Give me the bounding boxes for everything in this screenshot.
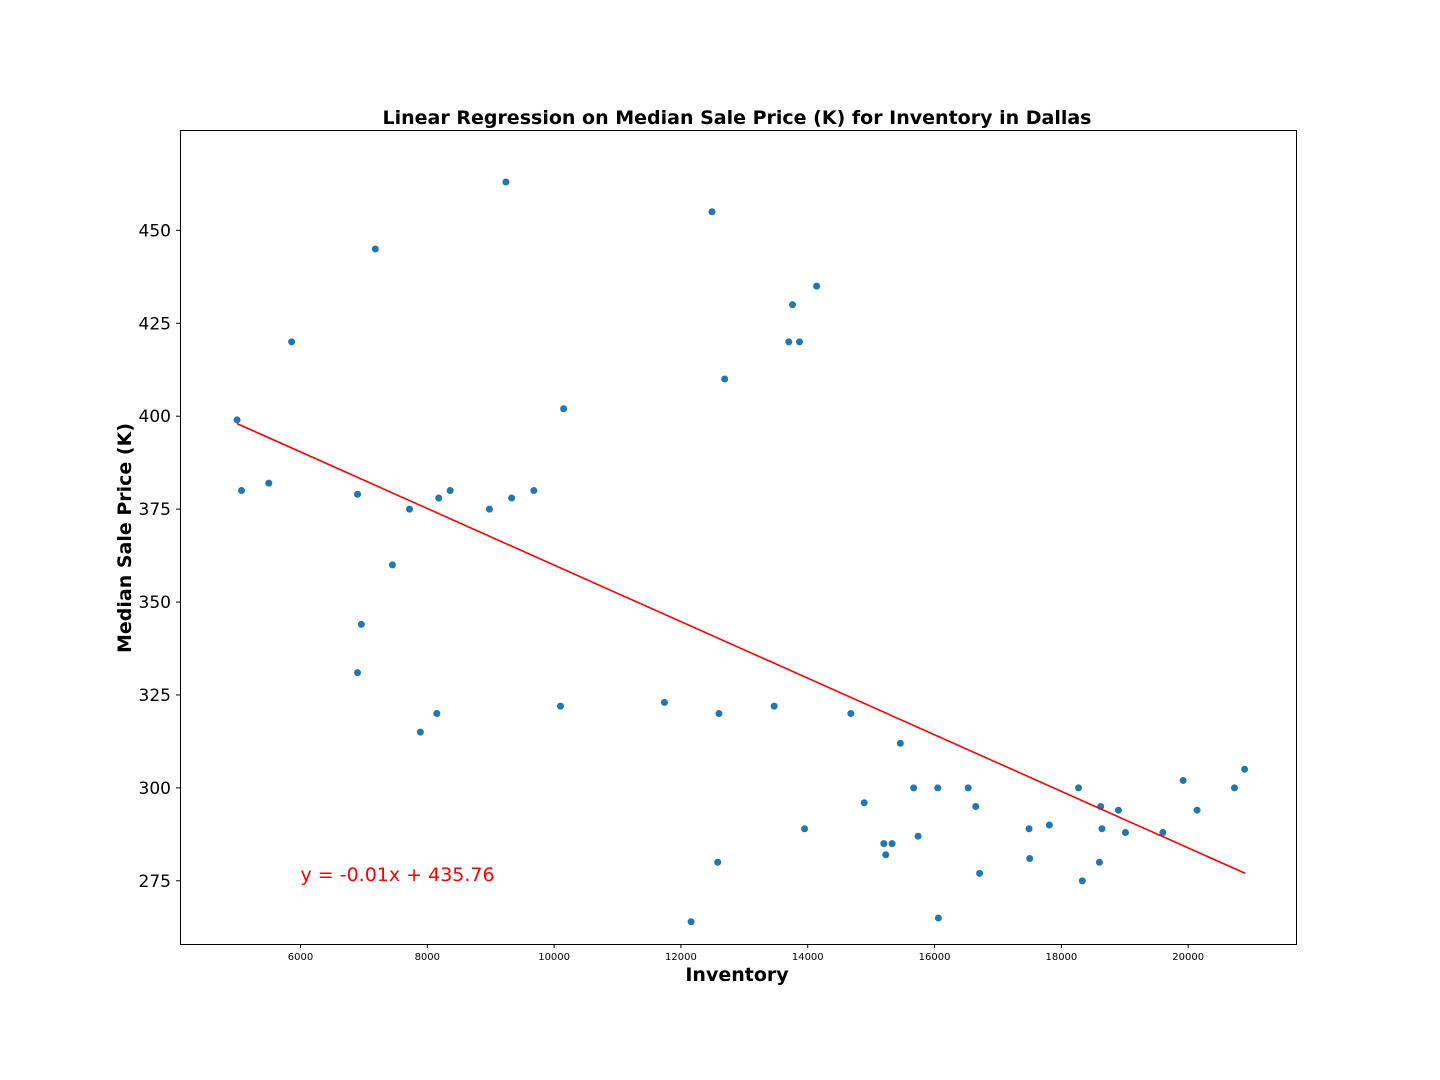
y-tick-label: 450	[139, 221, 171, 241]
scatter-points	[233, 178, 1249, 926]
scatter-point	[813, 282, 821, 290]
scatter-point	[1114, 806, 1122, 814]
scatter-point	[708, 208, 716, 216]
scatter-point	[416, 728, 424, 736]
scatter-point	[435, 494, 443, 502]
scatter-point	[485, 505, 493, 513]
y-tick-label: 325	[139, 686, 171, 706]
x-tick-label: 14000	[792, 952, 824, 963]
scatter-point	[976, 869, 984, 877]
y-tick-label: 300	[139, 779, 171, 799]
scatter-point	[801, 825, 809, 833]
x-tick-label: 18000	[1045, 952, 1077, 963]
y-tick-label: 425	[139, 314, 171, 334]
scatter-point	[288, 338, 296, 346]
scatter-point	[1121, 828, 1129, 836]
scatter-point	[1025, 825, 1033, 833]
scatter-point	[934, 784, 942, 792]
scatter-point	[357, 620, 365, 628]
scatter-point	[660, 698, 668, 706]
scatter-point	[880, 840, 888, 848]
scatter-point	[1230, 784, 1238, 792]
scatter-point	[508, 494, 516, 502]
scatter-point	[847, 710, 855, 718]
scatter-point	[714, 858, 722, 866]
scatter-point	[530, 487, 538, 495]
scatter-point	[910, 784, 918, 792]
x-tick-label: 12000	[665, 952, 697, 963]
y-tick-label: 275	[139, 872, 171, 892]
scatter-point	[265, 479, 273, 487]
regression-equation-annotation: y = -0.01x + 435.76	[300, 864, 494, 886]
y-tick-label: 400	[139, 407, 171, 427]
scatter-point	[560, 405, 568, 413]
scatter-point	[796, 338, 804, 346]
scatter-point	[896, 739, 904, 747]
scatter-point	[502, 178, 510, 186]
scatter-point	[789, 301, 797, 309]
scatter-point	[882, 851, 890, 859]
scatter-point	[433, 710, 441, 718]
y-axis-ticks: 275 300 325 350 375 400 425 450	[139, 221, 180, 892]
scatter-point	[238, 487, 246, 495]
plot-area-frame	[180, 130, 1297, 945]
x-tick-label: 6000	[288, 952, 313, 963]
scatter-point	[934, 914, 942, 922]
scatter-point	[354, 490, 362, 498]
scatter-point	[1098, 825, 1106, 833]
scatter-point	[721, 375, 729, 383]
scatter-point	[556, 702, 564, 710]
x-tick-label: 20000	[1172, 952, 1204, 963]
regression-line	[236, 422, 1246, 875]
x-tick-label: 8000	[415, 952, 440, 963]
scatter-point	[785, 338, 793, 346]
scatter-point	[972, 802, 980, 810]
scatter-point	[406, 505, 414, 513]
scatter-point	[446, 487, 454, 495]
scatter-point	[1193, 806, 1201, 814]
scatter-point	[1026, 855, 1034, 863]
scatter-point	[888, 840, 896, 848]
x-axis-ticks: 6000 8000 10000 12000 14000 16000 18000 20000	[288, 944, 1204, 963]
scatter-point	[687, 918, 695, 926]
scatter-point	[964, 784, 972, 792]
y-tick-label: 375	[139, 500, 171, 520]
scatter-point	[1045, 821, 1053, 829]
scatter-point	[860, 799, 868, 807]
scatter-point	[1241, 765, 1249, 773]
scatter-point	[1095, 858, 1103, 866]
x-tick-label: 10000	[538, 952, 570, 963]
x-axis-label: Inventory	[685, 964, 789, 986]
scatter-point	[233, 416, 241, 424]
scatter-point	[1179, 776, 1187, 784]
y-tick-label: 350	[139, 593, 171, 613]
scatter-point	[388, 561, 396, 569]
scatter-point	[1078, 877, 1086, 885]
scatter-point	[715, 710, 723, 718]
scatter-point	[1159, 828, 1167, 836]
regression-line-layer	[236, 422, 1246, 875]
chart-title: Linear Regression on Median Sale Price (…	[382, 107, 1091, 129]
scatter-point	[371, 245, 379, 253]
y-axis-label: Median Sale Price (K)	[114, 423, 136, 653]
scatter-point	[914, 832, 922, 840]
scatter-point	[1075, 784, 1083, 792]
scatter-point	[770, 702, 778, 710]
x-tick-label: 16000	[919, 952, 951, 963]
scatter-point	[354, 669, 362, 677]
